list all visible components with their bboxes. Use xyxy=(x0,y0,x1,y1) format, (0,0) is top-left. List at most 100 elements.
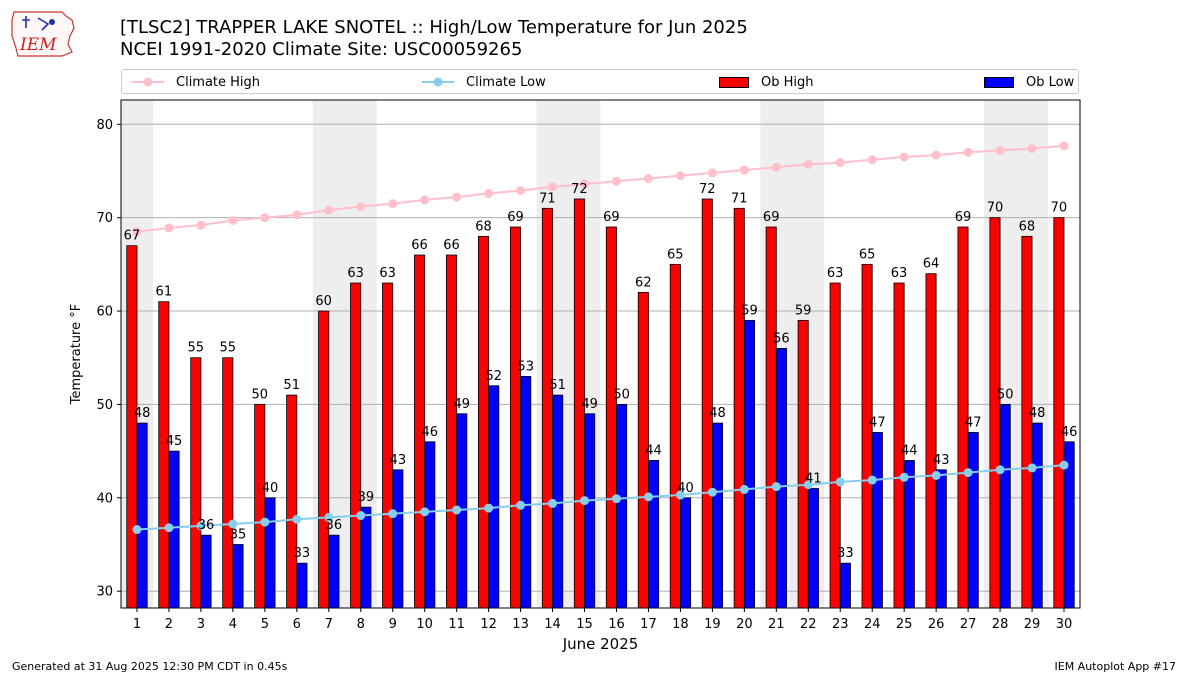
climate-high-point xyxy=(611,176,621,186)
legend-ob-high: Ob High xyxy=(719,73,814,91)
legend-ob-low-label: Ob Low xyxy=(1026,74,1075,90)
x-tick-label: 9 xyxy=(389,617,397,632)
x-tick-label: 24 xyxy=(864,617,881,632)
climate-high-point xyxy=(516,186,526,196)
ob-low-bar xyxy=(903,460,915,609)
ob-low-bar xyxy=(360,506,372,609)
climate-high-point xyxy=(132,227,142,237)
ob-low-value-label: 43 xyxy=(390,453,407,468)
ob-high-value-label: 63 xyxy=(347,266,364,281)
legend-climate-low: Climate Low xyxy=(422,73,546,91)
x-tick-label: 2 xyxy=(165,617,173,632)
ob-low-value-label: 36 xyxy=(198,518,215,533)
x-tick-label: 16 xyxy=(608,617,625,632)
climate-low-point xyxy=(516,500,526,510)
climate-high-point xyxy=(324,205,334,215)
climate-high-point xyxy=(228,215,238,225)
climate-high-point xyxy=(931,150,941,160)
ob-high-bar xyxy=(222,357,234,609)
x-tick-label: 13 xyxy=(512,617,529,632)
ob-low-swatch-icon xyxy=(984,77,1014,88)
ob-high-bar xyxy=(605,226,617,609)
legend: Climate High Climate Low Ob High Ob Low xyxy=(121,69,1079,94)
ob-low-value-label: 48 xyxy=(1029,406,1046,421)
ob-high-value-label: 61 xyxy=(156,285,173,300)
x-tick-label: 21 xyxy=(768,617,785,632)
climate-high-point xyxy=(675,171,685,181)
climate-high-point xyxy=(420,195,430,205)
climate-high-point xyxy=(580,179,590,189)
climate-high-point xyxy=(803,159,813,169)
ob-low-value-label: 56 xyxy=(773,331,790,346)
ob-high-value-label: 66 xyxy=(443,238,460,253)
climate-low-line xyxy=(136,464,1065,531)
ob-high-bar xyxy=(158,301,170,609)
ob-low-value-label: 45 xyxy=(166,434,183,449)
climate-high-point xyxy=(292,210,302,220)
ob-low-value-label: 35 xyxy=(230,528,247,543)
climate-low-point xyxy=(132,525,142,535)
x-tick-label: 12 xyxy=(480,617,497,632)
ob-low-value-label: 50 xyxy=(613,387,630,402)
ob-high-value-label: 67 xyxy=(124,229,141,244)
y-tick-label: 70 xyxy=(96,211,113,226)
x-tick-label: 25 xyxy=(896,617,913,632)
ob-high-bar xyxy=(989,217,1001,609)
ob-high-bar xyxy=(477,235,490,609)
x-tick-label: 8 xyxy=(357,617,365,632)
climate-low-point xyxy=(548,498,558,508)
ob-high-value-label: 69 xyxy=(507,210,524,225)
climate-low-point xyxy=(739,484,749,494)
legend-climate-high-label: Climate High xyxy=(176,74,261,90)
ob-high-value-label: 65 xyxy=(859,247,876,262)
ob-low-value-label: 46 xyxy=(422,425,439,440)
x-tick-label: 18 xyxy=(672,617,689,632)
y-gridlines xyxy=(121,123,1080,592)
climate-low-point xyxy=(803,480,813,490)
climate-low-point xyxy=(292,514,302,524)
climate-low-point xyxy=(707,487,717,497)
climate-high-point xyxy=(164,223,174,233)
ob-low-bar xyxy=(839,562,851,609)
ob-low-value-label: 40 xyxy=(677,481,694,496)
climate-high-point xyxy=(867,155,877,165)
ob-low-value-label: 53 xyxy=(517,359,534,374)
ob-low-value-label: 40 xyxy=(262,481,279,496)
x-tick-label: 5 xyxy=(261,617,269,632)
generated-timestamp: Generated at 31 Aug 2025 12:30 PM CDT in… xyxy=(12,660,288,673)
x-tick-label: 4 xyxy=(229,617,237,632)
climate-high-point xyxy=(771,162,781,172)
legend-climate-low-label: Climate Low xyxy=(466,74,546,90)
ob-low-bar xyxy=(967,432,979,609)
climate-low-point xyxy=(931,470,941,480)
x-tick-label: 29 xyxy=(1024,617,1041,632)
y-tick-label: 50 xyxy=(96,398,113,413)
ob-high-bar xyxy=(509,226,521,609)
climate-high-point xyxy=(356,201,366,211)
ob-low-bar xyxy=(488,385,500,609)
ob-high-swatch-icon xyxy=(719,77,749,88)
climate-high-point xyxy=(196,220,206,230)
ob-low-bar xyxy=(711,422,724,609)
climate-low-point xyxy=(324,512,334,522)
ob-low-bar xyxy=(520,376,532,609)
ob-high-bar xyxy=(190,357,202,609)
ob-high-value-label: 70 xyxy=(987,201,1004,216)
x-tick-label: 7 xyxy=(325,617,333,632)
ob-high-bar xyxy=(254,404,266,609)
climate-high-point xyxy=(388,199,398,209)
ob-low-value-label: 46 xyxy=(1061,425,1078,440)
ob-high-bar xyxy=(669,263,681,609)
climate-low-point xyxy=(164,523,174,533)
ob-high-value-label: 69 xyxy=(955,210,972,225)
climate-low-point xyxy=(484,503,494,513)
ob-low-bar xyxy=(680,497,692,609)
ob-low-value-label: 36 xyxy=(326,518,343,533)
y-tick-label: 30 xyxy=(96,585,113,600)
ob-low-value-label: 51 xyxy=(549,378,566,393)
climate-lines xyxy=(132,141,1069,535)
ob-high-bar xyxy=(350,282,362,609)
ob-high-bar xyxy=(126,245,138,609)
climate-low-point xyxy=(1059,460,1069,470)
